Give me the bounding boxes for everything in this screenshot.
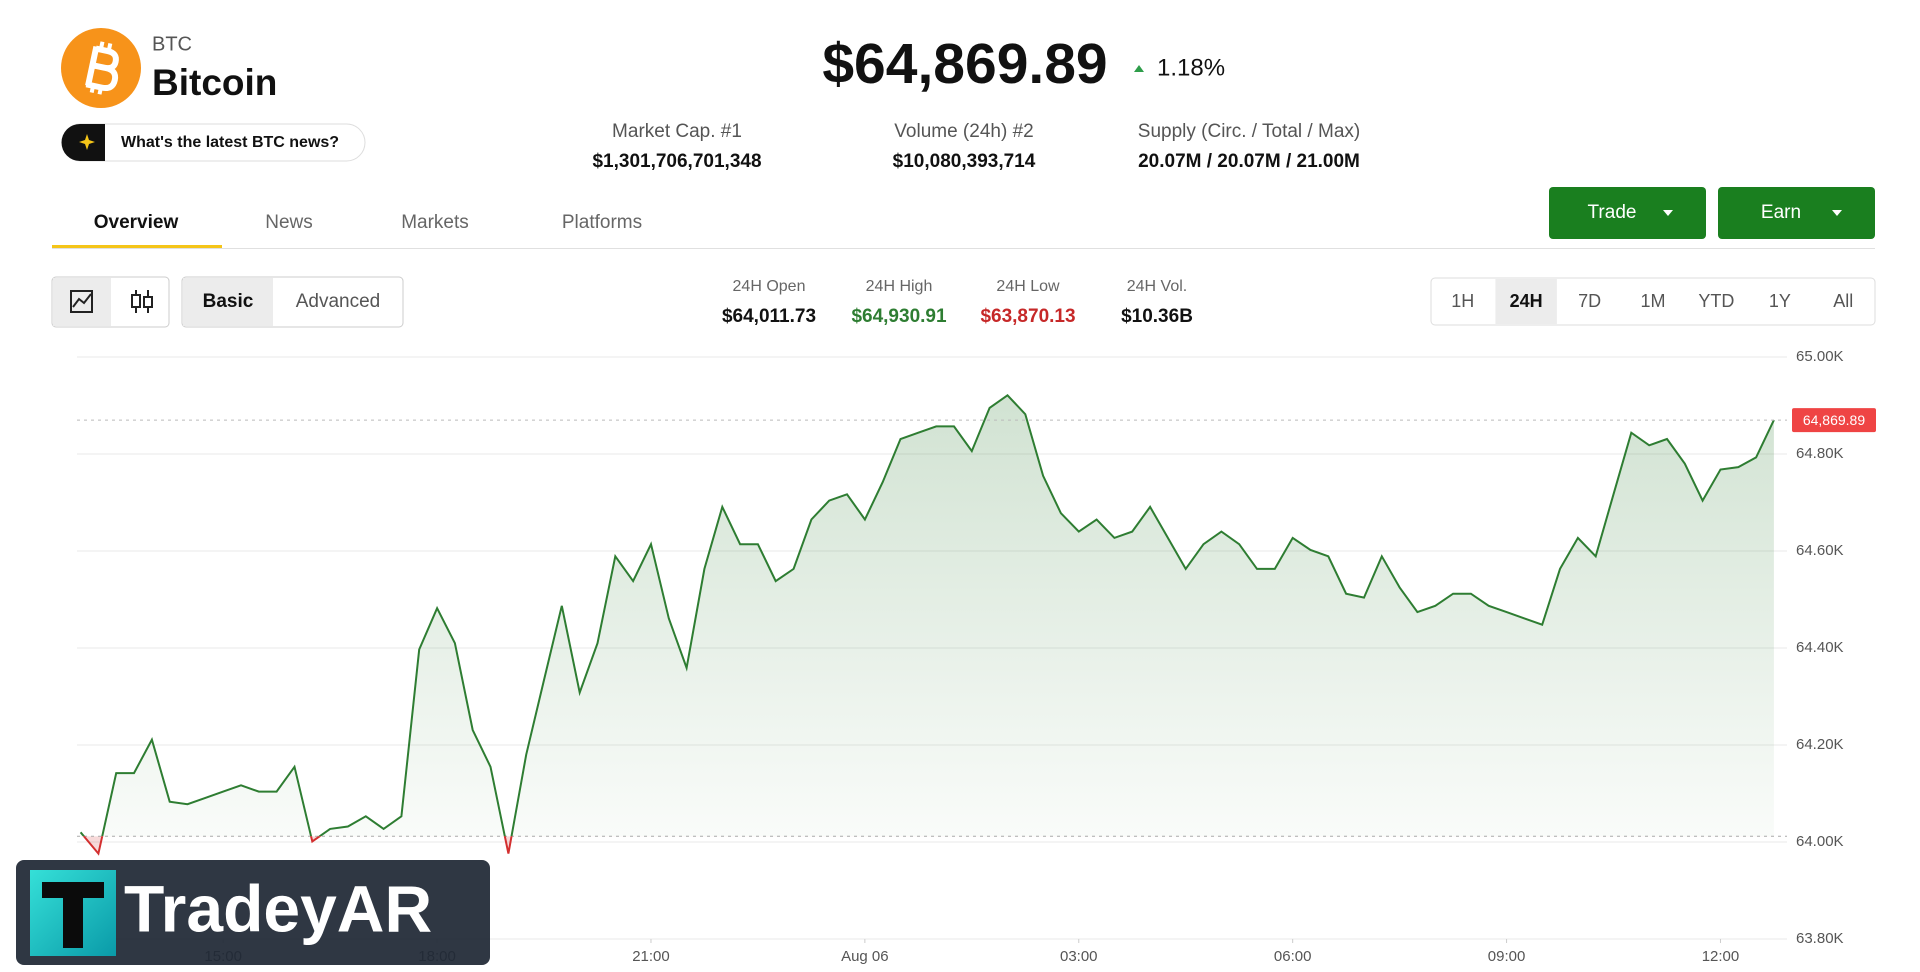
active-tab-underline [52, 245, 222, 248]
price: $64,869.89 [822, 32, 1107, 96]
view-mode-toggle[interactable] [181, 276, 404, 328]
sparkle-icon [79, 134, 95, 150]
stat-value: 20.07M / 20.07M / 21.00M [1138, 151, 1360, 172]
tab[interactable]: Overview [94, 212, 179, 233]
y-tick-label: 64.20K [1796, 736, 1844, 753]
coin-logo-glyph [85, 41, 119, 95]
watermark-text: TradeyAR [124, 871, 432, 945]
range-button[interactable]: 1H [1451, 291, 1474, 311]
action-button[interactable] [1549, 187, 1706, 239]
x-tick-label: 06:00 [1274, 948, 1312, 965]
current-price-tag [1792, 408, 1876, 433]
y-tick-label: 64.00K [1796, 833, 1844, 850]
stat-value: $10,080,393,714 [893, 151, 1036, 172]
y-tick-label: 64.60K [1796, 542, 1844, 559]
stat-label: Supply (Circ. / Total / Max) [1138, 121, 1360, 142]
day-stat-value: $64,930.91 [851, 306, 947, 327]
candle-icon[interactable] [131, 294, 141, 308]
news-pill[interactable]: What's the latest BTC news? [61, 123, 366, 162]
x-tick-label: 09:00 [1488, 948, 1526, 965]
day-stat-label: 24H Vol. [1127, 278, 1187, 295]
area-up [80, 395, 1774, 837]
up-arrow [1134, 65, 1144, 72]
tab[interactable]: News [265, 212, 313, 233]
range-button[interactable]: YTD [1698, 291, 1734, 311]
day-stat-value: $63,870.13 [980, 306, 1075, 327]
y-tick-label: 64.80K [1796, 445, 1844, 462]
y-tick-label: 65.00K [1796, 348, 1844, 365]
action-button-label[interactable]: Earn [1761, 202, 1801, 223]
view-mode-active[interactable] [183, 278, 273, 326]
action-button-label[interactable]: Trade [1588, 202, 1637, 223]
line-icon-path [72, 293, 92, 308]
day-stat-value: $64,011.73 [722, 306, 816, 327]
x-tick-label: 03:00 [1060, 948, 1098, 965]
tab[interactable]: Platforms [562, 212, 642, 233]
caret [1832, 210, 1842, 216]
tab-divider [52, 248, 1875, 249]
y-tick-label: 63.80K [1796, 930, 1844, 947]
watermark-logo-t-stem [63, 882, 83, 948]
action-button[interactable] [1718, 187, 1875, 239]
range-active[interactable] [1495, 279, 1557, 324]
x-tick-label: Aug 06 [841, 948, 889, 965]
stat-label: Market Cap. #1 [612, 121, 742, 142]
y-tick-label: 64.40K [1796, 639, 1844, 656]
chart-style-toggle[interactable] [51, 276, 170, 328]
watermark-bg [16, 860, 490, 965]
day-stat-label: 24H Low [996, 278, 1060, 295]
coin-symbol: BTC [152, 33, 192, 55]
current-price-label: 64,869.89 [1803, 412, 1865, 428]
day-stat-label: 24H High [866, 278, 933, 295]
caret [1663, 210, 1673, 216]
stat-value: $1,301,706,701,348 [592, 151, 761, 172]
range-button[interactable]: 1Y [1769, 291, 1791, 311]
price-change: 1.18% [1157, 54, 1225, 81]
price-line [79, 393, 1775, 837]
x-tick-label: 12:00 [1702, 948, 1740, 965]
line-icon[interactable] [70, 290, 93, 313]
range-button[interactable]: 7D [1578, 291, 1601, 311]
day-stat-label: 24H Open [733, 278, 806, 295]
range-button[interactable]: 1M [1640, 291, 1665, 311]
candle-icon-2 [143, 296, 153, 308]
x-tick-label: 21:00 [632, 948, 670, 965]
range-button[interactable]: 24H [1510, 291, 1543, 311]
day-stat-value: $10.36B [1121, 306, 1193, 327]
tab[interactable]: Markets [401, 212, 469, 233]
view-mode[interactable]: Advanced [296, 291, 381, 312]
view-mode[interactable]: Basic [203, 291, 254, 312]
stat-label: Volume (24h) #2 [894, 121, 1033, 142]
coin-name: Bitcoin [152, 62, 277, 103]
news-prompt[interactable]: What's the latest BTC news? [121, 134, 339, 151]
range-button[interactable]: All [1833, 291, 1853, 311]
